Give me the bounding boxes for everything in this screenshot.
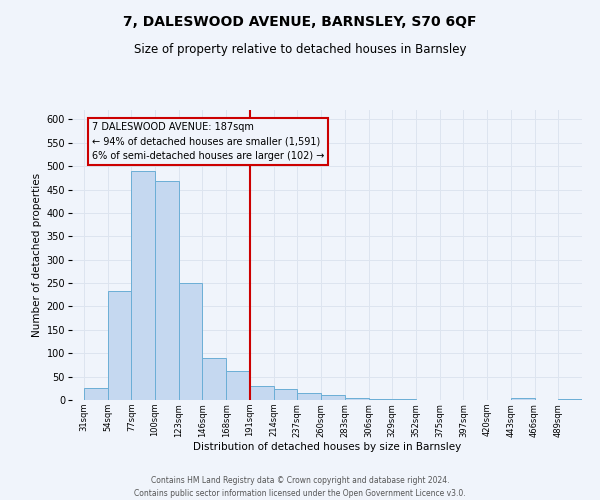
Bar [250, 386, 274, 400]
Bar [179, 283, 202, 400]
Bar [321, 395, 345, 400]
Bar [107, 291, 131, 400]
Text: 7 DALESWOOD AVENUE: 187sqm
← 94% of detached houses are smaller (1,591)
6% of se: 7 DALESWOOD AVENUE: 187sqm ← 94% of deta… [92, 122, 325, 162]
Text: 7, DALESWOOD AVENUE, BARNSLEY, S70 6QF: 7, DALESWOOD AVENUE, BARNSLEY, S70 6QF [123, 15, 477, 29]
Bar [558, 398, 582, 400]
Text: Size of property relative to detached houses in Barnsley: Size of property relative to detached ho… [134, 42, 466, 56]
Bar [155, 181, 179, 400]
Bar [345, 398, 368, 400]
X-axis label: Distribution of detached houses by size in Barnsley: Distribution of detached houses by size … [193, 442, 461, 452]
Text: Contains HM Land Registry data © Crown copyright and database right 2024.
Contai: Contains HM Land Registry data © Crown c… [134, 476, 466, 498]
Y-axis label: Number of detached properties: Number of detached properties [32, 173, 42, 337]
Bar [131, 171, 155, 400]
Bar [511, 398, 535, 400]
Bar [84, 388, 107, 400]
Bar [392, 399, 416, 400]
Bar [202, 358, 226, 400]
Bar [274, 389, 298, 400]
Bar [226, 371, 250, 400]
Bar [298, 394, 321, 400]
Bar [368, 398, 392, 400]
